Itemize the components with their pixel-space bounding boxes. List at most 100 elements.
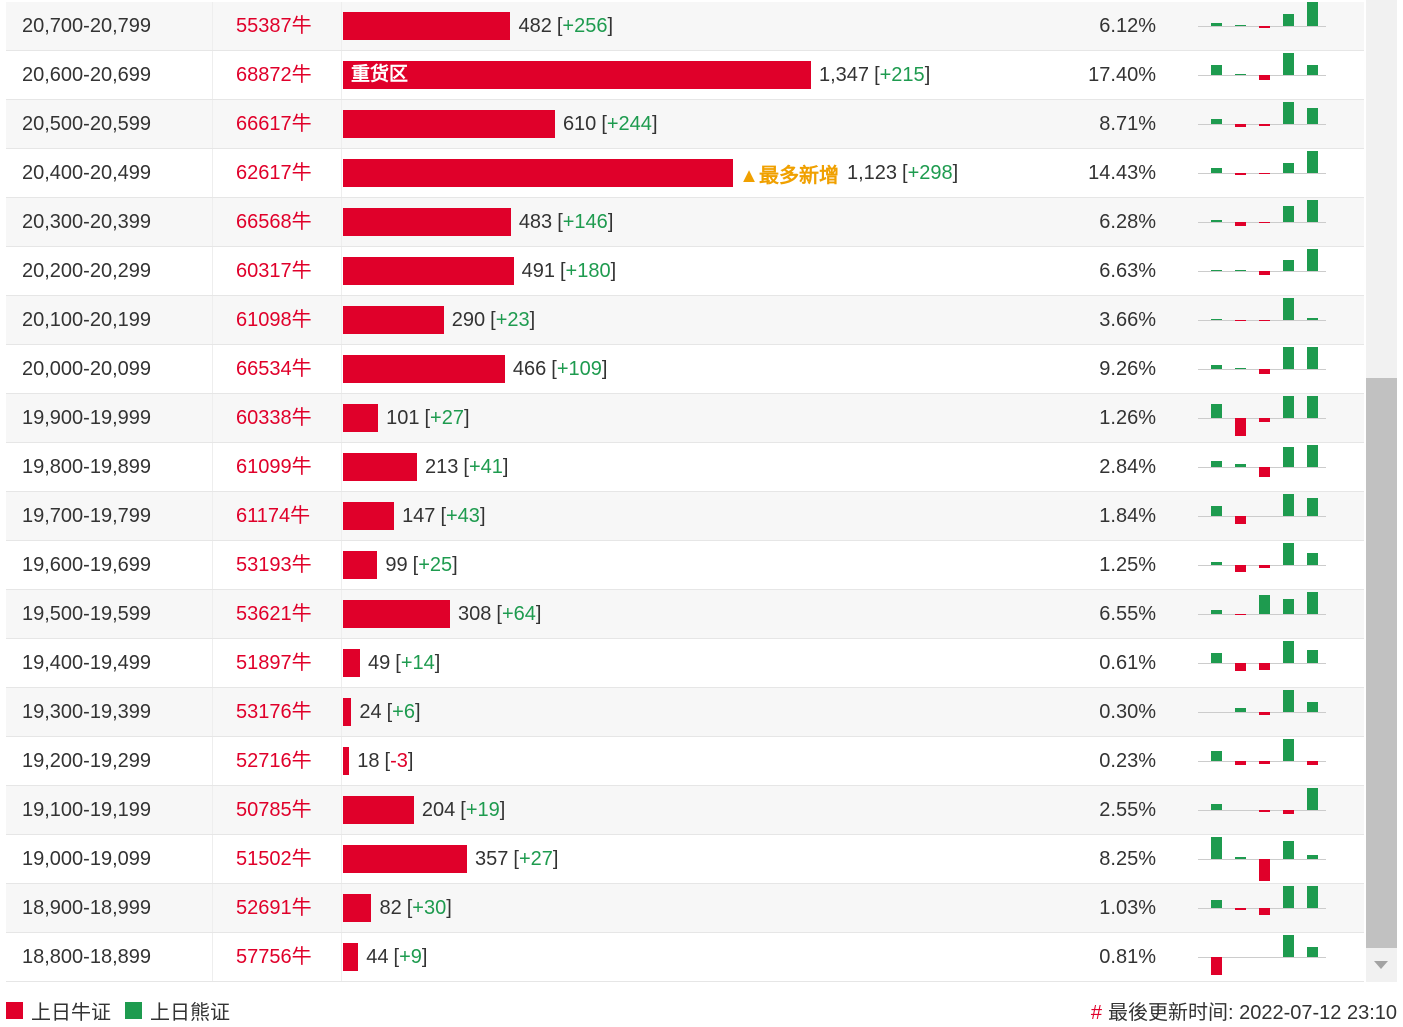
mini-bar (1283, 599, 1294, 614)
footer-mark: # (1090, 1002, 1102, 1024)
mini-bar (1307, 498, 1318, 516)
mini-bar (1259, 712, 1270, 715)
code-cell: 66534牛 (212, 345, 342, 393)
mini-bar (1307, 761, 1318, 765)
change-label: +27 (513, 848, 558, 871)
mini-bar (1307, 318, 1318, 320)
value-label: 1,123 (846, 161, 898, 184)
percent-cell: 2.84% (1099, 456, 1156, 478)
value-label: 24 (359, 700, 382, 723)
percent-cell: 2.55% (1099, 799, 1156, 821)
bar-cell: ▲最多新增 1,123+298 (343, 149, 958, 197)
mini-bar (1211, 65, 1222, 75)
percent-cell: 6.28% (1099, 211, 1156, 233)
mini-bar (1211, 461, 1222, 467)
range-cell: 20,500-20,599 (22, 113, 152, 135)
value-label: 308 (458, 602, 492, 625)
range-cell: 19,500-19,599 (22, 603, 152, 625)
percent-cell: 0.23% (1099, 750, 1156, 772)
mini-bar (1283, 260, 1294, 271)
mini-bar (1307, 249, 1318, 271)
bar-cell: 18-3 (343, 737, 413, 785)
bar (343, 649, 361, 677)
change-label: +146 (557, 211, 613, 234)
mini-bar (1283, 494, 1294, 516)
mini-bar (1235, 516, 1246, 524)
mini-bar (1307, 151, 1318, 173)
range-cell: 19,100-19,199 (22, 799, 152, 821)
mini-bar (1259, 595, 1270, 614)
value-label: 82 (379, 896, 402, 919)
range-cell: 20,400-20,499 (22, 162, 152, 184)
bar (343, 453, 417, 481)
mini-bar (1283, 102, 1294, 124)
percent-cell: 9.26% (1099, 358, 1156, 380)
mini-bar (1259, 761, 1270, 764)
bar-cell: 101+27 (343, 394, 470, 442)
bar (343, 747, 350, 775)
bar (343, 600, 450, 628)
change-label: +41 (463, 456, 508, 479)
mini-bar (1235, 25, 1246, 26)
value-label: 610 (562, 112, 597, 135)
bar (343, 845, 468, 873)
mini-bar (1235, 320, 1246, 321)
mini-bar (1235, 222, 1246, 226)
range-cell: 20,000-20,099 (22, 358, 152, 380)
mini-bar (1307, 108, 1318, 124)
mini-bar (1307, 650, 1318, 663)
change-label: +27 (424, 407, 469, 430)
legend-label: 上日牛证 (31, 1002, 111, 1024)
percent-cell: 8.25% (1099, 848, 1156, 870)
mini-bar (1283, 841, 1294, 859)
value-label: 44 (366, 945, 389, 968)
mini-bar (1259, 173, 1270, 174)
mini-baseline (1198, 957, 1326, 958)
code-cell: 60317牛 (212, 247, 342, 295)
scrollbar[interactable] (1366, 0, 1397, 982)
mini-bar (1211, 119, 1222, 124)
percent-cell: 14.43% (1088, 162, 1156, 184)
mini-bar (1259, 663, 1270, 670)
bar-cell: 290+23 (343, 296, 535, 344)
value-label: 204 (421, 798, 456, 821)
footer: # 最後更新时间: 2022-07-12 23:10 (1091, 996, 1397, 1025)
code-cell: 52691牛 (212, 884, 342, 932)
mini-bar (1211, 168, 1222, 173)
percent-cell: 6.55% (1099, 603, 1156, 625)
change-label: +298 (902, 162, 958, 185)
bar-cell: 491+180 (343, 247, 616, 295)
mini-bar (1211, 270, 1222, 271)
legend: 上日牛证 上日熊证 (6, 996, 230, 1025)
bar (343, 159, 734, 187)
change-label: +215 (874, 64, 930, 87)
value-label: 357 (475, 847, 509, 870)
mini-bar (1283, 739, 1294, 761)
mini-bar (1307, 553, 1318, 565)
range-cell: 19,700-19,799 (22, 505, 152, 527)
mini-bar (1235, 614, 1246, 615)
bar (343, 306, 444, 334)
mini-bar (1235, 173, 1246, 175)
scroll-thumb[interactable] (1366, 378, 1397, 948)
change-label: +19 (460, 799, 505, 822)
bar-cell: 482+256 (343, 2, 613, 50)
mini-bar (1307, 788, 1318, 810)
value-label: 483 (518, 210, 553, 233)
update-time: 最後更新时间: 2022-07-12 23:10 (1107, 1002, 1397, 1024)
bar-cell: 204+19 (343, 786, 505, 834)
mini-bar (1235, 663, 1246, 671)
mini-bar (1235, 908, 1246, 910)
value-label: 18 (357, 749, 380, 772)
bar-cell: 44+9 (343, 933, 427, 981)
scroll-arrow[interactable] (1366, 955, 1397, 975)
mini-bar (1211, 837, 1222, 859)
range-cell: 19,900-19,999 (22, 407, 152, 429)
